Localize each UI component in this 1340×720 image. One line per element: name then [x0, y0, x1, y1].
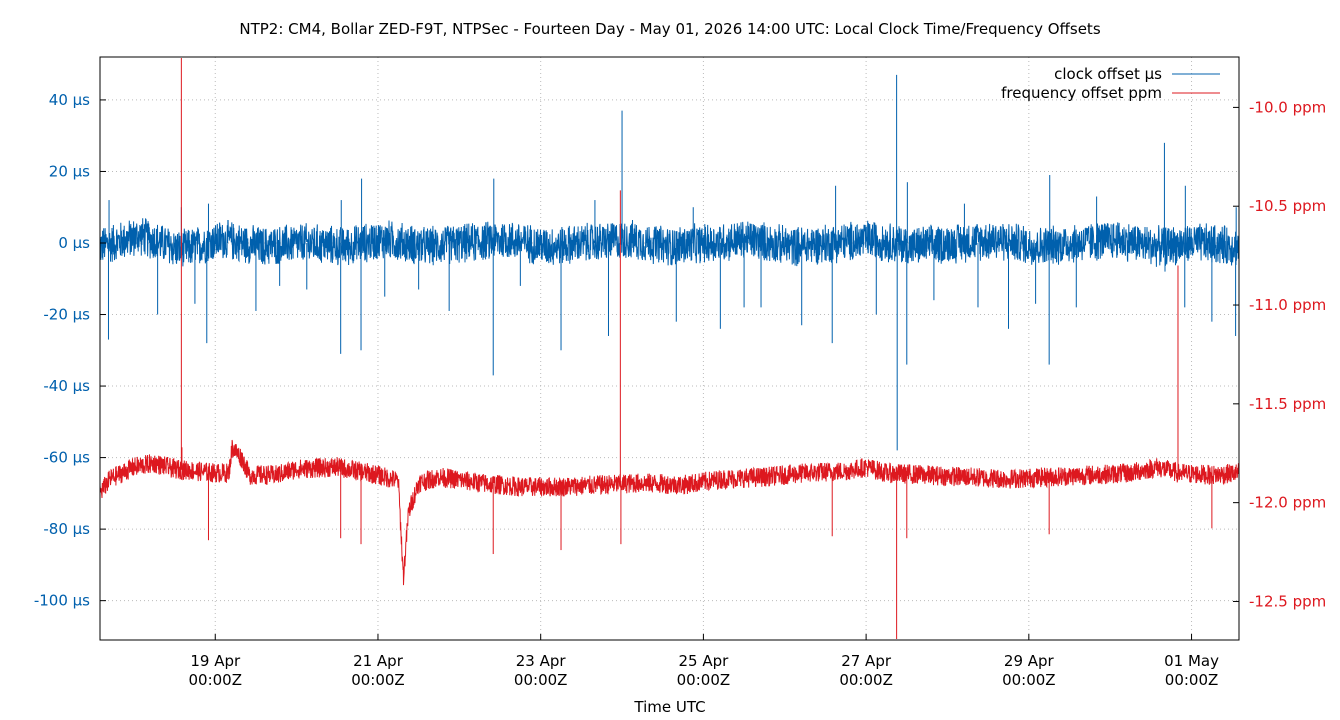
plot-area — [100, 57, 1239, 640]
x-tick-label: 21 Apr — [353, 652, 404, 670]
y-right-tick-label: -10.5 ppm — [1249, 197, 1326, 215]
x-tick-sublabel: 00:00Z — [514, 671, 568, 689]
y-left-tick-label: -80 µs — [43, 520, 90, 538]
y-right-tick-label: -12.0 ppm — [1249, 494, 1326, 512]
x-tick-sublabel: 00:00Z — [188, 671, 242, 689]
x-tick-label: 19 Apr — [190, 652, 241, 670]
x-tick-label: 25 Apr — [678, 652, 729, 670]
y-left-tick-label: -20 µs — [43, 306, 90, 324]
x-tick-label: 29 Apr — [1004, 652, 1055, 670]
legend-label: frequency offset ppm — [1001, 84, 1162, 102]
axes: 40 µs 20 µs 0 µs -20 µs -40 µs -60 µs -80 µs -1… — [34, 91, 1326, 689]
plot-frame — [99, 56, 1240, 641]
y-right-tick-label: -11.5 ppm — [1249, 395, 1326, 413]
y-right-tick-label: -11.0 ppm — [1249, 296, 1326, 314]
y-left-tick-label: -100 µs — [34, 592, 90, 610]
x-tick-sublabel: 00:00Z — [1165, 671, 1219, 689]
x-tick-label: 01 May — [1164, 652, 1219, 670]
x-tick-label: 23 Apr — [516, 652, 567, 670]
x-tick-sublabel: 00:00Z — [839, 671, 893, 689]
x-tick-sublabel: 00:00Z — [351, 671, 405, 689]
series-frequency-offset-line — [100, 439, 1239, 586]
y-left-tick-label: 40 µs — [49, 91, 90, 109]
x-tick-sublabel: 00:00Z — [677, 671, 731, 689]
legend-label: clock offset µs — [1054, 65, 1162, 83]
grid — [100, 57, 1239, 640]
y-right-tick-label: -12.5 ppm — [1249, 592, 1326, 610]
x-tick-sublabel: 00:00Z — [1002, 671, 1056, 689]
y-right-tick-label: -10.0 ppm — [1249, 98, 1326, 116]
x-axis-label: Time UTC — [633, 698, 705, 716]
y-left-tick-label: 20 µs — [49, 162, 90, 180]
chart-title: NTP2: CM4, Bollar ZED-F9T, NTPSec - Four… — [239, 20, 1100, 38]
y-left-tick-label: -60 µs — [43, 449, 90, 467]
y-left-tick-label: -40 µs — [43, 377, 90, 395]
series-clock-offset-line — [100, 218, 1239, 267]
x-tick-label: 27 Apr — [841, 652, 892, 670]
y-left-tick-label: 0 µs — [58, 234, 90, 252]
